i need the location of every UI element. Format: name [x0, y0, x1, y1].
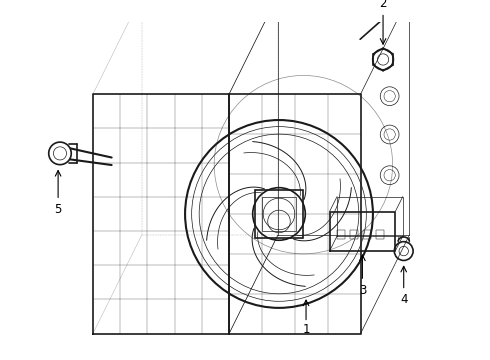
Bar	[337, 230, 344, 239]
Text: 5: 5	[54, 203, 62, 216]
Bar	[350, 230, 358, 239]
Text: 2: 2	[379, 0, 387, 10]
Text: 3: 3	[359, 284, 366, 297]
Text: 4: 4	[400, 293, 408, 306]
Bar	[363, 230, 371, 239]
Bar	[262, 197, 296, 231]
Bar	[376, 230, 384, 239]
Bar	[255, 190, 303, 238]
Circle shape	[49, 142, 71, 165]
Text: 1: 1	[302, 323, 310, 337]
